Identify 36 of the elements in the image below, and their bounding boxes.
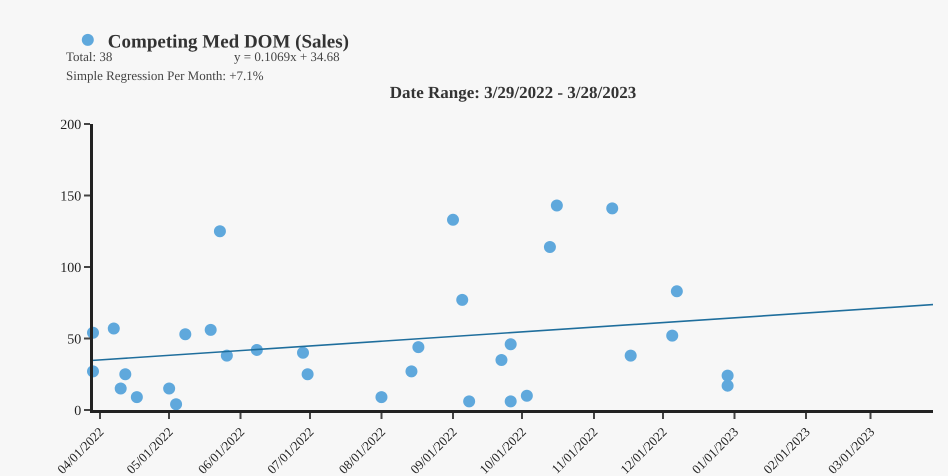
- point: [204, 324, 217, 336]
- y-tick-label: 100: [60, 260, 82, 276]
- point: [463, 395, 476, 408]
- point: [130, 391, 143, 404]
- text: Simple Regression Per Month: +7.1%: [66, 68, 264, 83]
- point: [375, 391, 388, 404]
- point: [297, 346, 309, 359]
- point: [550, 200, 563, 212]
- y-tick-label: 150: [60, 189, 82, 204]
- point: [119, 368, 132, 380]
- chart-title: Date Range: 3/29/2022 - 3/28/2023: [390, 82, 636, 102]
- point: [670, 285, 683, 298]
- point: [163, 382, 176, 395]
- point: [722, 370, 734, 382]
- point: [520, 390, 533, 402]
- point: [606, 202, 618, 214]
- point: [108, 322, 120, 334]
- point: [179, 328, 192, 340]
- y-tick-label: 200: [60, 118, 82, 133]
- y-tick-label: 50: [67, 332, 82, 348]
- y-tick-label: 0: [74, 404, 82, 419]
- point: [114, 382, 127, 395]
- point: [544, 240, 556, 253]
- point: [504, 338, 517, 350]
- point: [214, 225, 226, 238]
- point: [666, 330, 678, 342]
- point: [405, 365, 418, 378]
- point: [504, 395, 517, 408]
- point: [170, 398, 182, 410]
- point: [447, 214, 459, 226]
- point: [495, 354, 508, 366]
- point: [624, 350, 637, 362]
- point: [456, 294, 468, 306]
- point: [412, 341, 424, 354]
- point: [722, 380, 734, 392]
- point: [302, 368, 314, 380]
